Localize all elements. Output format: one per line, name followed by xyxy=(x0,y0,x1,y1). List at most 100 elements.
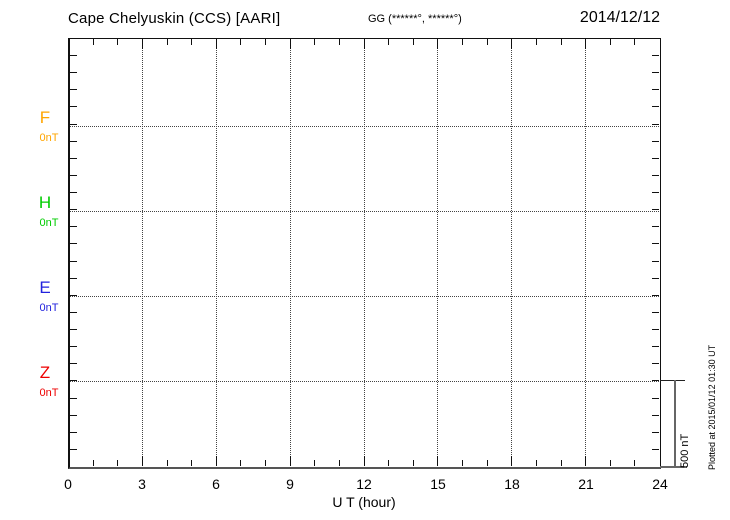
bottom-axis-tick xyxy=(535,460,537,466)
top-axis-tick xyxy=(437,39,439,49)
right-axis-tick xyxy=(652,106,659,108)
right-axis-tick xyxy=(652,157,659,159)
channel-f-label: F xyxy=(39,108,51,127)
x-axis-label-21: 21 xyxy=(578,476,594,492)
scale-bar-bottom-line xyxy=(660,466,687,468)
plotted-at-note: Plotted at 2015/01/12 01:30 UT xyxy=(707,344,717,470)
x-axis-title: U T (hour) xyxy=(332,494,396,510)
x-axis-label-6: 6 xyxy=(212,476,220,492)
baseline-gridline xyxy=(70,125,659,127)
top-axis-tick xyxy=(462,39,463,45)
hour-gridline xyxy=(511,39,513,465)
bottom-axis-tick xyxy=(609,460,611,466)
top-axis-tick xyxy=(412,39,414,45)
hour-gridline xyxy=(215,39,217,465)
bottom-axis-tick xyxy=(486,460,488,466)
top-axis-tick xyxy=(117,39,119,45)
bottom-axis-tick xyxy=(215,456,217,466)
left-axis-tick xyxy=(70,311,77,313)
right-axis-tick xyxy=(652,397,659,399)
right-axis-tick xyxy=(652,89,659,91)
hour-gridline xyxy=(585,39,587,465)
hour-gridline xyxy=(437,39,439,465)
bottom-axis-tick xyxy=(314,460,316,466)
left-axis-tick xyxy=(70,397,77,399)
x-axis-label-24: 24 xyxy=(652,476,668,492)
bottom-axis-tick xyxy=(412,460,414,466)
hour-gridline xyxy=(363,39,365,465)
left-axis-tick xyxy=(70,363,77,365)
left-axis-tick xyxy=(70,414,77,416)
right-axis-tick xyxy=(652,260,659,262)
top-axis-tick xyxy=(486,39,488,45)
baseline-gridline xyxy=(70,210,659,212)
scale-bar-top-line xyxy=(660,380,685,381)
right-axis-tick xyxy=(652,209,659,211)
bottom-axis-tick xyxy=(338,460,340,466)
plot-date: 2014/12/12 xyxy=(579,9,660,26)
right-axis-tick xyxy=(652,277,659,279)
left-axis-tick xyxy=(70,329,77,331)
top-axis-tick xyxy=(166,39,168,45)
channel-h-baseline-value: 0nT xyxy=(39,217,59,229)
channel-h-label: H xyxy=(38,193,52,212)
bottom-axis-tick xyxy=(92,460,94,466)
top-axis-tick xyxy=(585,39,587,49)
right-axis-tick xyxy=(652,243,659,245)
top-axis-tick xyxy=(265,39,266,45)
bottom-axis-tick xyxy=(240,460,242,466)
hour-gridline xyxy=(289,39,291,465)
bottom-axis-tick xyxy=(560,460,562,466)
right-axis-tick xyxy=(652,431,659,433)
right-axis-tick xyxy=(652,140,659,142)
bottom-axis-tick xyxy=(191,460,193,466)
right-axis-tick xyxy=(652,55,659,57)
channel-f-baseline-value: 0nT xyxy=(39,132,59,144)
top-axis-tick xyxy=(388,39,390,45)
x-axis-label-3: 3 xyxy=(138,476,146,492)
left-axis-tick xyxy=(70,243,77,245)
plot-frame xyxy=(68,38,661,469)
bottom-axis-tick xyxy=(437,456,439,466)
channel-e-label: E xyxy=(39,278,51,297)
baseline-gridline xyxy=(70,380,659,382)
top-axis-tick xyxy=(609,39,611,45)
hour-gridline xyxy=(141,39,143,465)
x-axis-label-9: 9 xyxy=(286,476,294,492)
x-axis-label-0: 0 xyxy=(64,476,72,492)
left-axis-tick xyxy=(70,260,77,262)
right-axis-tick xyxy=(652,123,659,125)
bottom-axis-tick xyxy=(363,456,365,466)
x-axis-label-15: 15 xyxy=(430,476,446,492)
left-axis-tick xyxy=(70,192,77,194)
left-axis-tick xyxy=(70,72,77,74)
left-axis-tick xyxy=(70,380,77,382)
channel-z-label: Z xyxy=(39,363,51,382)
left-axis-tick xyxy=(70,431,77,433)
left-axis-tick xyxy=(70,294,77,296)
top-axis-tick xyxy=(314,39,316,45)
left-axis-tick xyxy=(70,448,77,450)
bottom-axis-tick xyxy=(166,460,168,466)
left-axis-tick xyxy=(70,106,77,108)
right-axis-tick xyxy=(652,226,659,228)
top-axis-tick xyxy=(240,39,242,45)
top-axis-tick xyxy=(560,39,562,45)
left-axis-tick xyxy=(70,277,77,279)
left-axis-tick xyxy=(70,123,77,125)
left-axis-tick xyxy=(70,140,77,142)
bottom-axis-tick xyxy=(388,460,390,466)
channel-e-baseline-value: 0nT xyxy=(39,302,59,314)
bottom-axis-tick xyxy=(511,456,513,466)
left-axis-tick xyxy=(70,346,77,348)
top-axis-tick xyxy=(363,39,365,49)
right-axis-tick xyxy=(652,363,659,365)
top-axis-tick xyxy=(338,39,340,45)
left-axis-tick xyxy=(70,89,77,91)
bottom-axis-tick xyxy=(634,460,636,466)
right-axis-tick xyxy=(652,329,659,331)
left-axis-tick xyxy=(70,209,77,211)
right-axis-tick xyxy=(652,192,659,194)
left-axis-tick xyxy=(70,55,77,57)
